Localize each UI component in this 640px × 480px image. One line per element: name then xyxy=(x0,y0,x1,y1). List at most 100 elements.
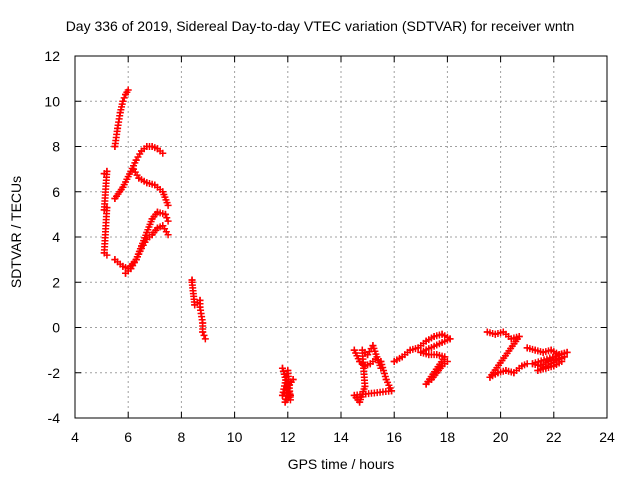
data-point xyxy=(200,331,208,339)
data-point xyxy=(390,357,398,365)
data-point xyxy=(433,369,441,377)
x-axis-label: GPS time / hours xyxy=(287,456,395,472)
data-point xyxy=(196,296,204,304)
data-point xyxy=(188,278,196,286)
data-point xyxy=(138,244,145,252)
data-point xyxy=(191,301,199,309)
data-point xyxy=(483,328,491,336)
data-point xyxy=(122,90,130,98)
data-point xyxy=(542,364,550,372)
series-hour-19-21 xyxy=(483,328,531,381)
data-point xyxy=(366,360,374,368)
data-point xyxy=(558,357,566,365)
series-hour-16-18 xyxy=(390,330,454,388)
data-point xyxy=(278,364,286,372)
data-point xyxy=(446,335,454,343)
data-point xyxy=(361,362,369,370)
data-point xyxy=(148,231,156,239)
x-tick-label: 24 xyxy=(599,429,615,445)
data-points xyxy=(100,86,571,406)
data-point xyxy=(196,303,204,311)
data-point xyxy=(143,228,151,236)
data-point xyxy=(119,183,127,191)
y-tick-label: 10 xyxy=(44,93,60,109)
data-point xyxy=(510,369,518,377)
y-tick-label: 8 xyxy=(52,139,60,155)
series-arc-middle xyxy=(130,165,172,209)
x-tick-label: 8 xyxy=(178,429,186,445)
data-point xyxy=(433,351,441,359)
data-point xyxy=(529,360,537,368)
x-tick-label: 22 xyxy=(546,429,562,445)
data-point xyxy=(135,174,143,182)
data-point xyxy=(199,328,207,336)
x-tick-label: 6 xyxy=(124,429,132,445)
data-point xyxy=(486,373,494,381)
series-steep-rise xyxy=(111,86,132,150)
data-point xyxy=(491,330,499,338)
data-point xyxy=(377,364,385,372)
data-point xyxy=(164,231,172,239)
data-point xyxy=(164,201,172,209)
data-point xyxy=(130,165,138,173)
y-tick-label: 6 xyxy=(52,184,60,200)
data-point xyxy=(116,109,124,117)
data-point xyxy=(159,222,167,230)
data-point xyxy=(377,357,385,365)
series-hour-12 xyxy=(278,364,297,406)
data-point xyxy=(153,208,161,216)
data-point xyxy=(539,348,547,356)
y-tick-label: -2 xyxy=(48,365,61,381)
data-point xyxy=(132,156,140,164)
data-point xyxy=(555,351,563,359)
data-point xyxy=(350,346,358,354)
x-tick-label: 16 xyxy=(386,429,402,445)
data-point xyxy=(278,391,286,399)
data-point xyxy=(143,235,151,243)
data-point xyxy=(417,348,425,356)
data-point xyxy=(111,256,119,264)
y-axis-label: SDTVAR / TECUs xyxy=(8,175,24,289)
data-point xyxy=(382,376,390,384)
data-point xyxy=(122,269,130,277)
x-tick-label: 12 xyxy=(280,429,296,445)
data-point xyxy=(544,357,552,365)
series-hour-21-23 xyxy=(523,344,571,374)
series-arc-lowest xyxy=(122,222,172,277)
chart-title: Day 336 of 2019, Sidereal Day-to-day VTE… xyxy=(65,18,575,34)
y-tick-label: 4 xyxy=(52,229,60,245)
data-point xyxy=(507,335,515,343)
data-point xyxy=(111,143,119,150)
data-point xyxy=(289,376,297,384)
data-point xyxy=(534,366,542,374)
data-point xyxy=(111,195,119,203)
data-point xyxy=(388,387,396,395)
data-point xyxy=(364,351,372,359)
x-tick-label: 20 xyxy=(493,429,509,445)
data-point xyxy=(286,396,294,404)
x-tick-label: 10 xyxy=(227,429,243,445)
data-point xyxy=(356,357,364,365)
data-point xyxy=(438,330,446,338)
data-point xyxy=(159,188,167,196)
data-point xyxy=(103,167,111,175)
data-point xyxy=(537,362,544,370)
y-tick-label: 12 xyxy=(44,48,60,64)
data-point xyxy=(441,353,449,361)
series-early-fragments xyxy=(100,167,111,259)
data-point xyxy=(148,215,156,223)
data-point xyxy=(531,346,539,354)
data-point xyxy=(103,204,111,212)
data-point xyxy=(143,179,151,187)
data-point xyxy=(550,362,558,370)
data-point xyxy=(163,214,171,222)
x-tick-label: 4 xyxy=(71,429,79,445)
data-point xyxy=(372,355,380,363)
data-point xyxy=(159,149,167,157)
data-point xyxy=(161,210,169,218)
data-point xyxy=(124,86,132,94)
y-tick-label: 2 xyxy=(52,274,60,290)
data-point xyxy=(127,265,135,273)
data-point xyxy=(281,373,289,381)
